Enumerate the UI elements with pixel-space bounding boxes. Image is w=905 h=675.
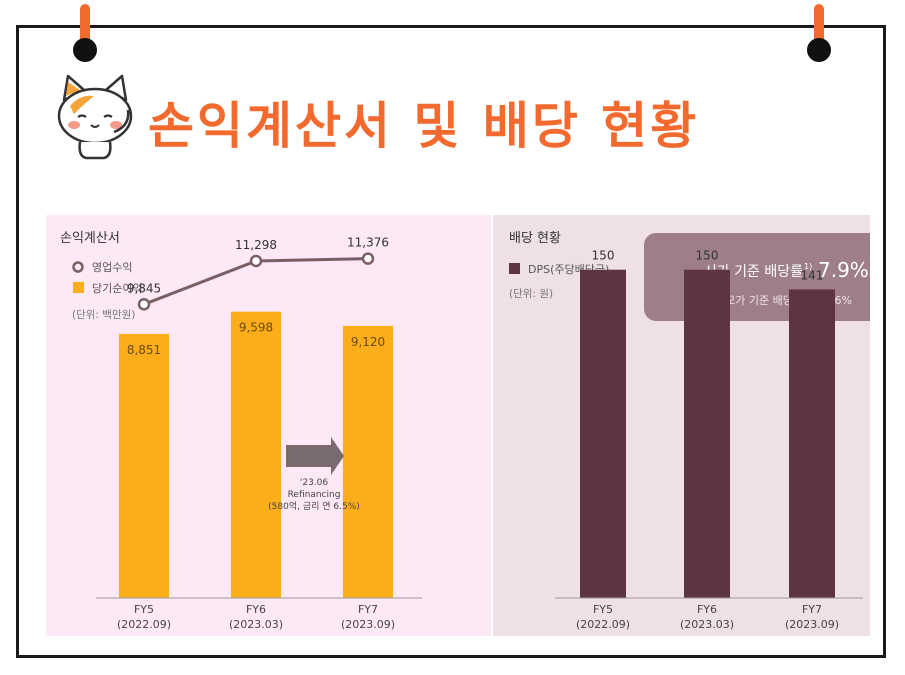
x-tick-label: FY5 xyxy=(134,603,154,616)
operating-revenue-value-label: 11,376 xyxy=(347,236,389,250)
operating-revenue-value-label: 9,845 xyxy=(127,281,161,295)
dps-value-label: 150 xyxy=(696,249,719,263)
right-pin xyxy=(807,4,831,62)
page-title: 손익계산서 및 배당 현황 xyxy=(148,97,700,155)
market-yield-value: 7.9% xyxy=(818,258,869,282)
ipo-yield-label: 공모가 기준 배당률 xyxy=(715,294,803,307)
operating-revenue-point xyxy=(361,252,375,265)
line-legend-icon xyxy=(72,261,84,273)
refinancing-date: '23.06 xyxy=(300,478,329,488)
dps-legend-icon xyxy=(509,263,520,274)
x-tick-date-label: (2022.09) xyxy=(576,618,630,631)
dps-value-label: 150 xyxy=(592,249,615,263)
left-pin xyxy=(73,4,97,62)
bar-legend-icon xyxy=(73,282,84,293)
dividend-panel-title: 배당 현황 xyxy=(509,231,561,246)
dividend-unit-label: (단위: 원) xyxy=(509,287,553,300)
x-tick-label: FY6 xyxy=(697,603,717,616)
x-tick-date-label: (2023.09) xyxy=(341,618,395,631)
dps-bar xyxy=(789,289,835,598)
cat-mascot-icon xyxy=(57,74,133,160)
income-chart: 손익계산서 영업수익 당기순이익 (단위: 백만원) 8,851 9,598 9,1… xyxy=(60,231,422,631)
net-income-value-label: 8,851 xyxy=(127,343,161,357)
income-panel-title: 손익계산서 xyxy=(60,231,120,246)
net-income-bar xyxy=(119,333,169,598)
x-tick-label: FY7 xyxy=(358,603,378,616)
operating-revenue-point xyxy=(249,254,263,268)
legend-operating-revenue: 영업수익 xyxy=(92,261,132,274)
net-income-bar xyxy=(343,325,393,598)
market-yield-footnote: 1) xyxy=(804,262,812,271)
income-statement-panel: 손익계산서 영업수익 당기순이익 (단위: 백만원) 8,851 9,598 9,1… xyxy=(46,215,491,636)
operating-revenue-point xyxy=(137,298,151,311)
dividend-chart: 배당 현황 DPS(주당배당금) (단위: 원) 시가 기준 배당률 1) 7.… xyxy=(509,231,870,631)
dps-bar xyxy=(684,269,730,598)
x-tick-date-label: (2023.03) xyxy=(229,618,283,631)
x-tick-date-label: (2023.09) xyxy=(785,618,839,631)
dividend-panel: 배당 현황 DPS(주당배당금) (단위: 원) 시가 기준 배당률 1) 7.… xyxy=(493,215,870,636)
income-unit-label: (단위: 백만원) xyxy=(72,308,135,321)
dps-value-label: 141 xyxy=(801,268,824,282)
x-tick-date-label: (2022.09) xyxy=(117,618,171,631)
legend-net-income: 당기순이익 xyxy=(92,282,143,295)
x-tick-label: FY7 xyxy=(802,603,822,616)
dps-bar xyxy=(580,269,626,598)
x-tick-label: FY5 xyxy=(593,603,613,616)
net-income-value-label: 9,120 xyxy=(351,335,385,349)
net-income-bar xyxy=(231,311,281,598)
net-income-value-label: 9,598 xyxy=(239,321,273,335)
refinancing-label: Refinancing xyxy=(288,490,341,500)
x-tick-date-label: (2023.03) xyxy=(680,618,734,631)
refinancing-arrow-icon xyxy=(286,437,344,475)
refinancing-detail: (580억, 금리 연 6.5%) xyxy=(268,500,360,512)
operating-revenue-value-label: 11,298 xyxy=(235,238,277,252)
x-tick-label: FY6 xyxy=(246,603,266,616)
